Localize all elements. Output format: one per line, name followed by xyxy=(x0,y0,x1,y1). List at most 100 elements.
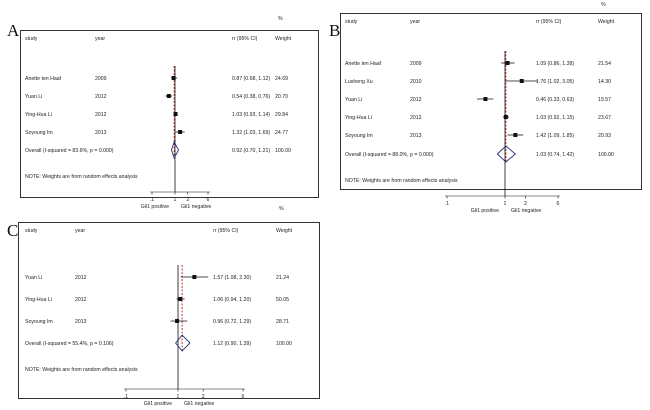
study-weight: 24.77 xyxy=(275,130,288,136)
overall-label: Overall (I-squared = 55.4%, p = 0.106) xyxy=(25,341,114,347)
x-tick-label: .1 xyxy=(150,197,154,203)
panel-a-letter: A xyxy=(7,21,20,40)
study-year: 2009 xyxy=(95,76,107,82)
x-tick-label: 1 xyxy=(174,197,177,203)
note-text: NOTE: Weights are from random effects an… xyxy=(25,174,138,180)
point-estimate xyxy=(192,275,197,279)
point-estimate xyxy=(505,61,510,65)
header-year: year xyxy=(75,228,85,234)
study-name: Soyoung Im xyxy=(345,133,373,139)
x-label-left: Gli1 positive xyxy=(471,208,499,214)
panel-frame xyxy=(340,13,642,190)
overall-ci: 0.92 (0.70, 1.21) xyxy=(232,148,270,154)
header-ci: rr (95% CI) xyxy=(536,19,562,25)
study-ci: 1.76 (1.02, 3.05) xyxy=(536,79,574,85)
study-year: 2013 xyxy=(95,130,107,136)
study-weight: 21.24 xyxy=(276,275,289,281)
study-name: Yuan Li xyxy=(345,97,362,103)
study-year: 2012 xyxy=(75,297,87,303)
study-year: 2012 xyxy=(410,115,422,121)
study-ci: 0.87 (0.68, 1.12) xyxy=(232,76,270,82)
point-estimate xyxy=(178,297,183,301)
study-weight: 19.57 xyxy=(598,97,611,103)
x-label-right: Gli1 negative xyxy=(184,401,214,407)
point-estimate xyxy=(513,133,518,137)
overall-weight: 100.00 xyxy=(276,341,292,347)
study-weight: 24.69 xyxy=(275,76,288,82)
header-study: study xyxy=(25,228,38,234)
header-study: study xyxy=(345,19,358,25)
study-weight: 21.54 xyxy=(598,61,611,67)
panel-frame xyxy=(20,30,319,198)
study-name: Ying-Hua Li xyxy=(25,297,52,303)
header-year: year xyxy=(95,36,105,42)
study-weight: 20.93 xyxy=(598,133,611,139)
x-tick-label: .1 xyxy=(124,394,128,400)
study-name: Yuan Li xyxy=(25,275,42,281)
header-percent: % xyxy=(279,206,284,212)
study-year: 2010 xyxy=(410,79,422,85)
note-text: NOTE: Weights are from random effects an… xyxy=(25,367,138,373)
overall-ci: 1.12 (0.90, 1.39) xyxy=(213,341,251,347)
study-weight: 29.84 xyxy=(275,112,288,118)
x-tick-label: .1 xyxy=(445,201,449,207)
study-ci: 1.09 (0.86, 1.38) xyxy=(536,61,574,67)
study-weight: 20.70 xyxy=(275,94,288,100)
study-weight: 23.67 xyxy=(598,115,611,121)
x-label-right: Gli1 negative xyxy=(511,208,541,214)
x-label-right: Gli1 negative xyxy=(181,204,211,210)
panel-b-letter: B xyxy=(329,21,341,40)
note-text: NOTE: Weights are from random effects an… xyxy=(345,178,458,184)
study-year: 2013 xyxy=(75,319,87,325)
header-ci: rr (95% CI) xyxy=(232,36,258,42)
study-ci: 1.03 (0.92, 1.15) xyxy=(536,115,574,121)
x-tick-label: 6 xyxy=(557,201,560,207)
study-name: Soyoung Im xyxy=(25,319,53,325)
x-tick-label: 2 xyxy=(186,197,189,203)
header-study: study xyxy=(25,36,38,42)
study-name: Soyoung Im xyxy=(25,130,53,136)
panel-c-letter: C xyxy=(7,221,19,240)
header-percent: % xyxy=(601,2,606,8)
study-year: 2013 xyxy=(410,133,422,139)
study-ci: 1.32 (1.03, 1.69) xyxy=(232,130,270,136)
x-tick-label: 1 xyxy=(177,394,180,400)
point-estimate xyxy=(483,97,488,101)
header-weight: Weight xyxy=(275,36,292,42)
overall-weight: 100.00 xyxy=(275,148,291,154)
study-year: 2009 xyxy=(410,61,422,67)
study-ci: 1.42 (1.09, 1.85) xyxy=(536,133,574,139)
study-year: 2012 xyxy=(410,97,422,103)
x-tick-label: 6 xyxy=(207,197,210,203)
study-weight: 14.30 xyxy=(598,79,611,85)
overall-ci: 1.03 (0.74, 1.42) xyxy=(536,152,574,158)
study-weight: 50.05 xyxy=(276,297,289,303)
study-name: Ying-Hua Li xyxy=(25,112,52,118)
header-weight: Weight xyxy=(276,228,293,234)
x-tick-label: 2 xyxy=(202,394,205,400)
study-name: Lusheng Xu xyxy=(345,79,373,85)
x-label-left: Gli1 positive xyxy=(144,401,172,407)
header-year: year xyxy=(410,19,420,25)
study-year: 2012 xyxy=(95,112,107,118)
x-tick-label: 2 xyxy=(524,201,527,207)
study-ci: 0.96 (0.72, 1.29) xyxy=(213,319,251,325)
study-year: 2012 xyxy=(95,94,107,100)
point-estimate xyxy=(519,79,524,83)
study-ci: 1.03 (0.93, 1.14) xyxy=(232,112,270,118)
study-name: Anette ten Haaf xyxy=(345,61,382,67)
overall-label: Overall (I-squared = 88.0%, p = 0.000) xyxy=(345,152,434,158)
x-tick-label: 1 xyxy=(504,201,507,207)
point-estimate xyxy=(166,94,171,98)
study-weight: 28.71 xyxy=(276,319,289,325)
study-ci: 1.57 (1.08, 2.30) xyxy=(213,275,251,281)
overall-label: Overall (I-squared = 83.6%, p = 0.000) xyxy=(25,148,114,154)
study-name: Ying-Hua Li xyxy=(345,115,372,121)
point-estimate xyxy=(175,319,180,323)
panel-frame xyxy=(18,222,320,399)
overall-diamond xyxy=(170,140,180,160)
study-ci: 0.46 (0.33, 0.63) xyxy=(536,97,574,103)
study-name: Yuan Li xyxy=(25,94,42,100)
